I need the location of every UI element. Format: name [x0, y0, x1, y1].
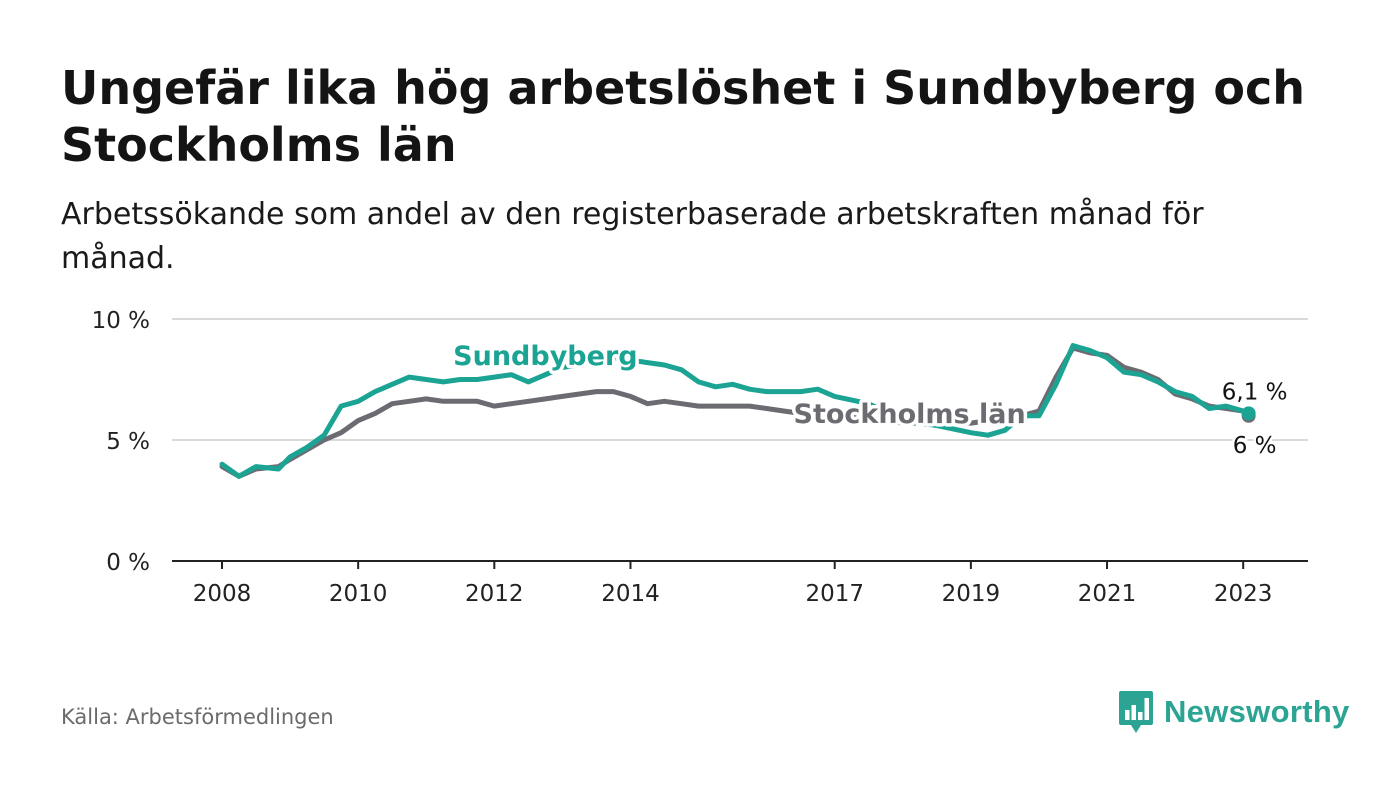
y-tick-label: 10 %: [92, 308, 150, 334]
end-value-label-sundbyberg: 6,1 %: [1222, 379, 1288, 405]
x-tick-label: 2008: [193, 581, 252, 607]
chart-subtitle: Arbetssökande som andel av den registerb…: [61, 197, 1204, 276]
x-tick-label: 2010: [329, 581, 388, 607]
x-tick-label: 2021: [1078, 581, 1137, 607]
y-tick-label: 0 %: [106, 550, 150, 576]
x-tick-label: 2014: [601, 581, 660, 607]
brand-name: Newsworthy: [1164, 694, 1350, 729]
x-tick-label: 2012: [465, 581, 524, 607]
series-line-stockholms-lan: [219, 345, 1252, 479]
end-value-label-stockholms-lan: 6 %: [1233, 433, 1277, 459]
series-label-stockholms-lan: Stockholms län: [794, 399, 1026, 430]
chart-title: Ungefär lika hög arbetslöshet i Sundbybe…: [61, 61, 1305, 172]
source-note: Källa: Arbetsförmedlingen: [61, 705, 334, 729]
series-line-sundbyberg: [219, 343, 1252, 479]
series-label-sundbyberg: Sundbyberg: [453, 341, 637, 372]
end-point-sundbyberg: [1241, 406, 1256, 421]
x-tick-label: 2019: [942, 581, 1001, 607]
y-tick-label: 5 %: [106, 429, 150, 455]
x-tick-label: 2023: [1214, 581, 1273, 607]
newsworthy-logo-icon: [1119, 691, 1153, 733]
brand-logo[interactable]: Newsworthy: [1118, 690, 1350, 734]
x-tick-label: 2017: [805, 581, 864, 607]
